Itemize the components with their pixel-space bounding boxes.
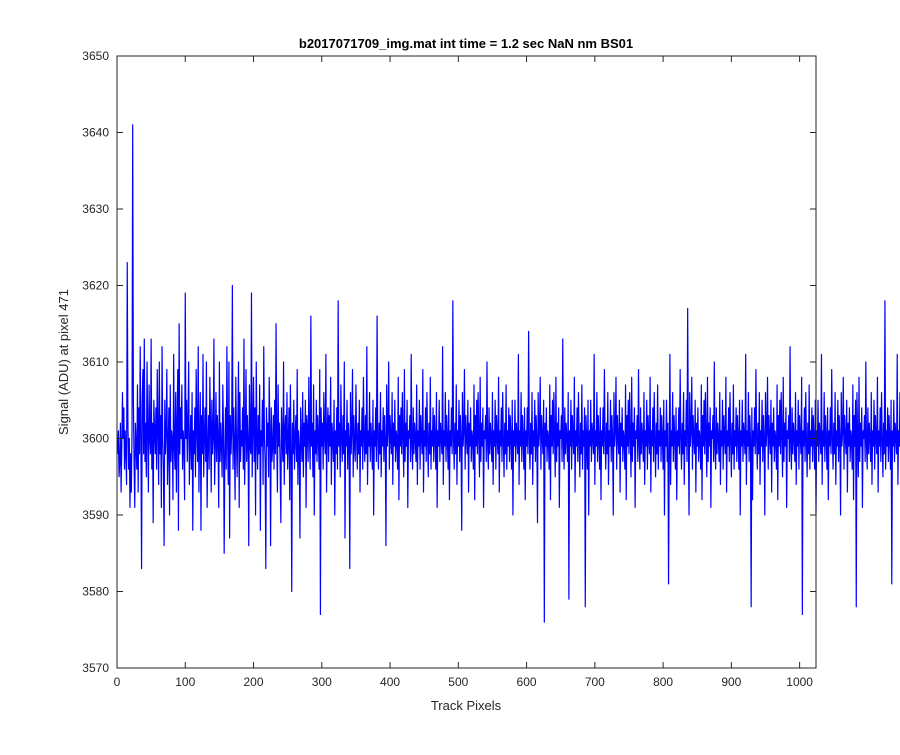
x-tick-label: 700: [585, 675, 605, 689]
chart-title: b2017071709_img.mat int time = 1.2 sec N…: [299, 36, 633, 51]
y-tick-label: 3640: [82, 126, 109, 140]
y-tick-label: 3650: [82, 49, 109, 63]
x-tick-label: 100: [175, 675, 195, 689]
y-tick-label: 3590: [82, 508, 109, 522]
series-line-0: [117, 124, 900, 623]
x-tick-label: 500: [448, 675, 468, 689]
series-layer: [117, 124, 900, 623]
plot-area: [117, 56, 816, 668]
y-tick-label: 3610: [82, 355, 109, 369]
axes-layer: 0 100 200 300 400 500 600 700 800 900 1000 3570 3580…: [82, 49, 817, 689]
x-tick-label: 600: [517, 675, 537, 689]
y-tick-label: 3580: [82, 585, 109, 599]
y-tick-label: 3600: [82, 432, 109, 446]
x-tick-label: 400: [380, 675, 400, 689]
x-tick-label: 800: [653, 675, 673, 689]
x-tick-label: 1000: [786, 675, 813, 689]
x-tick-label: 900: [721, 675, 741, 689]
x-tick-label: 200: [244, 675, 264, 689]
y-tick-label: 3620: [82, 279, 109, 293]
x-tick-label: 0: [114, 675, 121, 689]
x-axis-label: Track Pixels: [431, 698, 502, 713]
x-tick-label: 300: [312, 675, 332, 689]
y-tick-label: 3630: [82, 202, 109, 216]
y-axis-label: Signal (ADU) at pixel 471: [56, 289, 71, 435]
y-tick-label: 3570: [82, 661, 109, 675]
